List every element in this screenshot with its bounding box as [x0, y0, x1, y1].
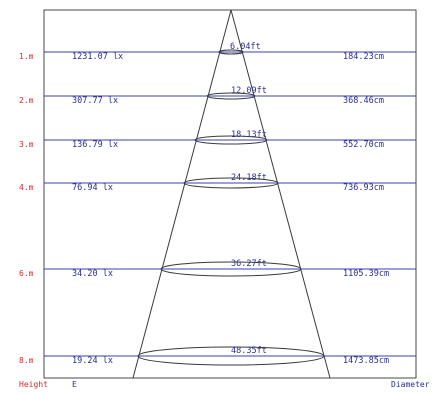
distance-row: 3.m 136.79 lx 18.13ft 552.70cm	[19, 130, 416, 150]
beam-ellipse	[206, 92, 256, 100]
beam-diameter-value: 1105.39cm	[343, 269, 389, 279]
beam-diameter-value: 368.46cm	[343, 96, 384, 106]
illuminance-value: 34.20 lx	[72, 269, 113, 279]
beam-ellipse	[160, 261, 302, 277]
beam-width-feet: 24.18ft	[231, 173, 267, 183]
beam-width-feet: 36.27ft	[231, 259, 267, 269]
beam-diameter-value: 736.93cm	[343, 183, 384, 193]
beam-ellipse	[183, 177, 279, 189]
beam-width-feet: 6.04ft	[230, 42, 261, 52]
beam-width-feet: 18.13ft	[231, 130, 267, 140]
beam-right-edge	[230, 9, 331, 379]
distance-row: 1.m 1231.07 lx 6.04ft 184.23cm	[19, 42, 416, 62]
beam-diameter-value: 184.23cm	[343, 52, 384, 62]
beam-width-feet: 12.09ft	[231, 86, 267, 96]
height-label: 1.m	[19, 52, 34, 61]
diagram-frame	[43, 9, 417, 379]
height-label: 6.m	[19, 269, 34, 278]
distance-row: 8.m 19.24 lx 48.35ft 1473.85cm	[19, 346, 416, 366]
beam-diameter-value: 552.70cm	[343, 140, 384, 150]
illuminance-value: 307.77 lx	[72, 96, 118, 106]
height-label: 4.m	[19, 183, 34, 192]
illuminance-value: 1231.07 lx	[72, 52, 123, 62]
beam-ellipse	[194, 135, 268, 145]
beam-ellipse	[218, 49, 244, 55]
illuminance-value: 19.24 lx	[72, 356, 113, 366]
height-column-label: Height	[19, 380, 48, 389]
distance-row: 6.m 34.20 lx 36.27ft 1105.39cm	[19, 259, 416, 279]
distance-row: 2.m 307.77 lx 12.09ft 368.46cm	[19, 86, 416, 106]
beam-width-feet: 48.35ft	[231, 346, 267, 356]
height-label: 3.m	[19, 140, 34, 149]
height-label: 8.m	[19, 356, 34, 365]
illuminance-value: 76.94 lx	[72, 183, 113, 193]
illuminance-value: 136.79 lx	[72, 140, 118, 150]
beam-ellipse	[137, 346, 325, 366]
beam-left-edge	[132, 9, 232, 379]
height-label: 2.m	[19, 96, 34, 105]
diameter-column-label: Diameter	[391, 380, 430, 389]
distance-row: 4.m 76.94 lx 24.18ft 736.93cm	[19, 173, 416, 193]
beam-diameter-value: 1473.85cm	[343, 356, 389, 366]
illuminance-column-label: E	[72, 380, 77, 389]
